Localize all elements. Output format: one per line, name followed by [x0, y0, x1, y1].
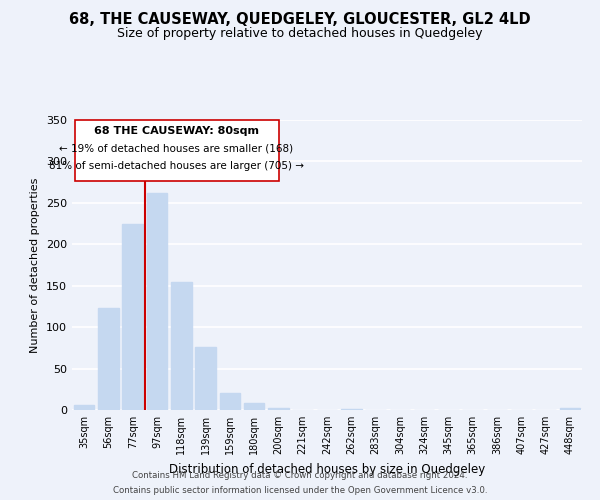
- Bar: [171, 282, 191, 410]
- Bar: [244, 402, 265, 410]
- Bar: [268, 408, 289, 410]
- Text: Contains HM Land Registry data © Crown copyright and database right 2024.: Contains HM Land Registry data © Crown c…: [132, 471, 468, 480]
- Bar: [146, 193, 167, 410]
- Text: Contains public sector information licensed under the Open Government Licence v3: Contains public sector information licen…: [113, 486, 487, 495]
- Text: ← 19% of detached houses are smaller (168): ← 19% of detached houses are smaller (16…: [59, 143, 293, 153]
- Text: 68, THE CAUSEWAY, QUEDGELEY, GLOUCESTER, GL2 4LD: 68, THE CAUSEWAY, QUEDGELEY, GLOUCESTER,…: [69, 12, 531, 28]
- Bar: [341, 409, 362, 410]
- FancyBboxPatch shape: [74, 120, 278, 181]
- Bar: [220, 392, 240, 410]
- Bar: [195, 347, 216, 410]
- Text: 68 THE CAUSEWAY: 80sqm: 68 THE CAUSEWAY: 80sqm: [94, 126, 259, 136]
- Bar: [98, 308, 119, 410]
- Bar: [560, 408, 580, 410]
- X-axis label: Distribution of detached houses by size in Quedgeley: Distribution of detached houses by size …: [169, 462, 485, 475]
- Y-axis label: Number of detached properties: Number of detached properties: [31, 178, 40, 352]
- Bar: [74, 405, 94, 410]
- Text: Size of property relative to detached houses in Quedgeley: Size of property relative to detached ho…: [117, 28, 483, 40]
- Bar: [122, 224, 143, 410]
- Text: 81% of semi-detached houses are larger (705) →: 81% of semi-detached houses are larger (…: [49, 160, 304, 170]
